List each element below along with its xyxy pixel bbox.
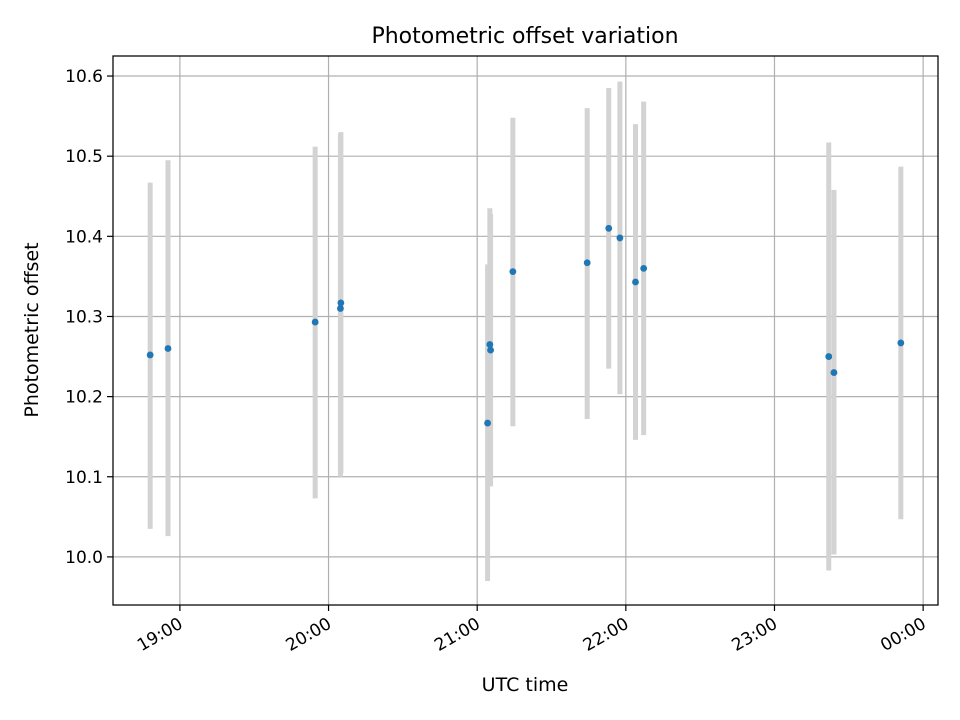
data-point <box>311 318 319 326</box>
data-point <box>616 234 624 242</box>
y-axis-label: Photometric offset <box>21 242 43 417</box>
data-point <box>583 259 591 267</box>
data-point <box>337 299 345 307</box>
data-point <box>146 351 154 359</box>
data-point <box>484 419 491 427</box>
data-point <box>164 345 172 352</box>
y-tick-label: 10.4 <box>65 227 103 247</box>
data-point <box>897 339 905 347</box>
x-tick-label: 19:00 <box>134 614 186 656</box>
data-point <box>487 346 494 354</box>
data-point <box>337 305 344 312</box>
x-tick-label: 20:00 <box>283 614 335 656</box>
y-tick-label: 10.6 <box>65 67 103 87</box>
y-tick-label: 10.5 <box>65 147 103 167</box>
y-tick-label: 10.1 <box>65 468 103 488</box>
data-point <box>830 369 838 376</box>
x-tick-label: 23:00 <box>729 614 781 656</box>
data-point <box>640 264 648 272</box>
y-tick-label: 10.0 <box>65 548 103 568</box>
x-axis-label: UTC time <box>482 674 569 696</box>
x-axis-ticks: 19:00 20:00 21:00 22:00 23:00 00:00 <box>134 605 930 656</box>
data-point <box>486 341 494 348</box>
data-point <box>825 353 833 360</box>
y-tick-label: 10.3 <box>65 307 103 327</box>
chart-title: Photometric offset variation <box>371 24 678 49</box>
x-tick-label: 21:00 <box>431 614 483 656</box>
x-tick-label: 22:00 <box>580 614 632 656</box>
grid-lines <box>113 56 938 605</box>
data-points <box>146 224 905 427</box>
x-tick-label: 00:00 <box>877 614 929 656</box>
data-point <box>632 278 639 286</box>
data-point <box>605 224 613 232</box>
data-point <box>509 268 517 275</box>
y-tick-label: 10.2 <box>65 388 103 408</box>
axes-frame <box>112 55 939 606</box>
y-axis-ticks: 10.0 10.1 10.2 10.3 10.4 10.5 10.6 <box>65 67 113 568</box>
